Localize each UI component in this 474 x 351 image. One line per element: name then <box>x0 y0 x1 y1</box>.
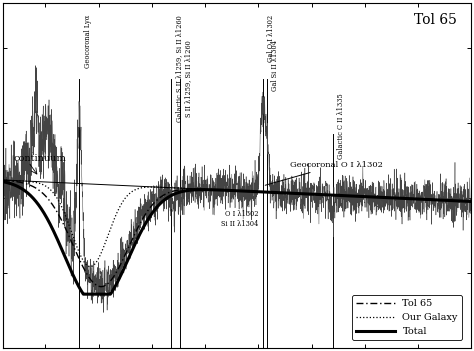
Text: continuum: continuum <box>13 154 66 164</box>
Text: Galactic C II λ1335: Galactic C II λ1335 <box>337 93 345 159</box>
Text: O I λ1302
Si II λ1304: O I λ1302 Si II λ1304 <box>221 210 258 228</box>
Text: Gal Si II λ1304: Gal Si II λ1304 <box>271 40 279 91</box>
Text: Geocoronal O I λ1302: Geocoronal O I λ1302 <box>265 161 383 185</box>
Text: Galactic S II λ1259, Si II λ1260: Galactic S II λ1259, Si II λ1260 <box>175 15 183 121</box>
Text: Gal O I λ1302: Gal O I λ1302 <box>267 15 275 62</box>
Text: Tol 65: Tol 65 <box>414 13 457 27</box>
Legend: Tol 65, Our Galaxy, Total: Tol 65, Our Galaxy, Total <box>352 296 462 340</box>
Text: Geocoronal Lyα: Geocoronal Lyα <box>84 15 91 68</box>
Text: S II λ1259, Si II λ1260: S II λ1259, Si II λ1260 <box>184 40 192 117</box>
